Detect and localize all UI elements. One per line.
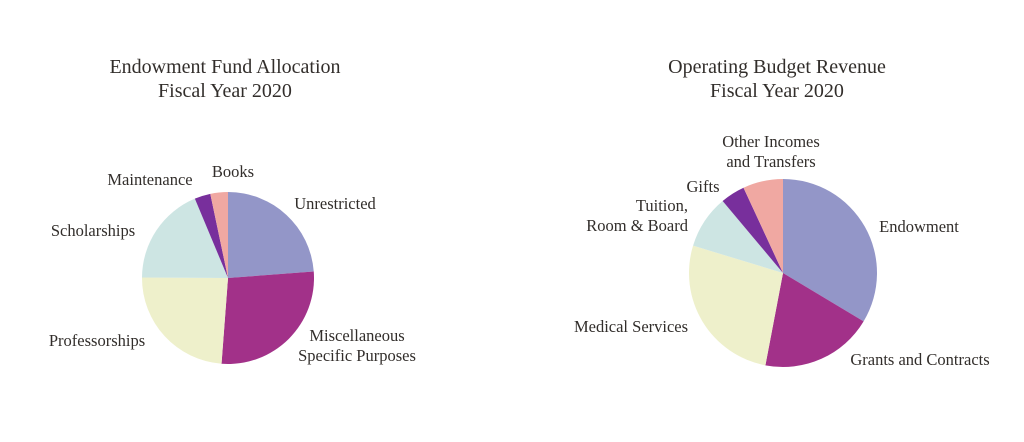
label-unrestricted: Unrestricted (294, 194, 376, 214)
label-professorships: Professorships (49, 331, 145, 351)
pie-slice-other-incomes-and-transfers (743, 179, 783, 273)
operating-chart-title: Operating Budget Revenue Fiscal Year 202… (668, 55, 886, 103)
pie-slice-maintenance (194, 193, 228, 278)
label-line: and Transfers (726, 152, 816, 171)
label-maintenance: Maintenance (107, 170, 192, 190)
label-line: Miscellaneous (309, 326, 405, 345)
endowment-chart-title-line1: Endowment Fund Allocation (109, 56, 341, 78)
pie-slice-medical-services (688, 245, 783, 366)
operating-chart-title-line1: Operating Budget Revenue (668, 56, 886, 78)
label-line: Endowment (879, 217, 959, 236)
endowment-pie (141, 192, 315, 365)
label-line: Gifts (686, 177, 720, 196)
pie-slice-tuition-room-board (693, 200, 783, 273)
label-line: Grants and Contracts (850, 350, 990, 369)
label-line: Medical Services (573, 317, 689, 336)
label-grants-and-contracts: Grants and Contracts (850, 350, 989, 370)
label-line: Tuition, (635, 196, 688, 215)
endowment-chart-title: Endowment Fund Allocation Fiscal Year 20… (109, 55, 340, 103)
pie-slice-scholarships (142, 198, 228, 278)
pie-slice-grants-and-contracts (765, 273, 864, 368)
label-books: Books (212, 162, 254, 182)
operating-pie (688, 179, 878, 368)
label-scholarships: Scholarships (51, 221, 135, 241)
label-endowment: Endowment (879, 217, 959, 237)
pie-slice-books (210, 192, 228, 278)
label-line: Scholarships (50, 221, 136, 240)
label-line: Professorships (48, 331, 146, 350)
label-other-incomes-and-transfers: Other Incomes and Transfers (722, 132, 820, 172)
label-medical-services: Medical Services (574, 317, 688, 337)
endowment-chart-title-line2: Fiscal Year 2020 (158, 80, 292, 102)
pie-slice-miscellaneous-specific-purposes (221, 271, 315, 365)
operating-chart-title-line2: Fiscal Year 2020 (710, 80, 844, 102)
label-line: Books (211, 162, 255, 181)
label-gifts: Gifts (687, 177, 720, 197)
label-tuition-room-board: Tuition, Room & Board (586, 196, 688, 236)
label-line: Room & Board (586, 216, 688, 235)
label-miscellaneous-specific-purposes: Miscellaneous Specific Purposes (298, 326, 416, 366)
label-line: Other Incomes (722, 132, 820, 151)
label-line: Unrestricted (294, 194, 376, 213)
pie-slice-professorships (141, 277, 228, 364)
pie-slice-endowment (783, 179, 878, 322)
label-line: Maintenance (107, 170, 193, 189)
pie-slice-unrestricted (228, 192, 314, 278)
pie-slice-gifts (722, 187, 783, 273)
label-line: Specific Purposes (298, 346, 416, 365)
